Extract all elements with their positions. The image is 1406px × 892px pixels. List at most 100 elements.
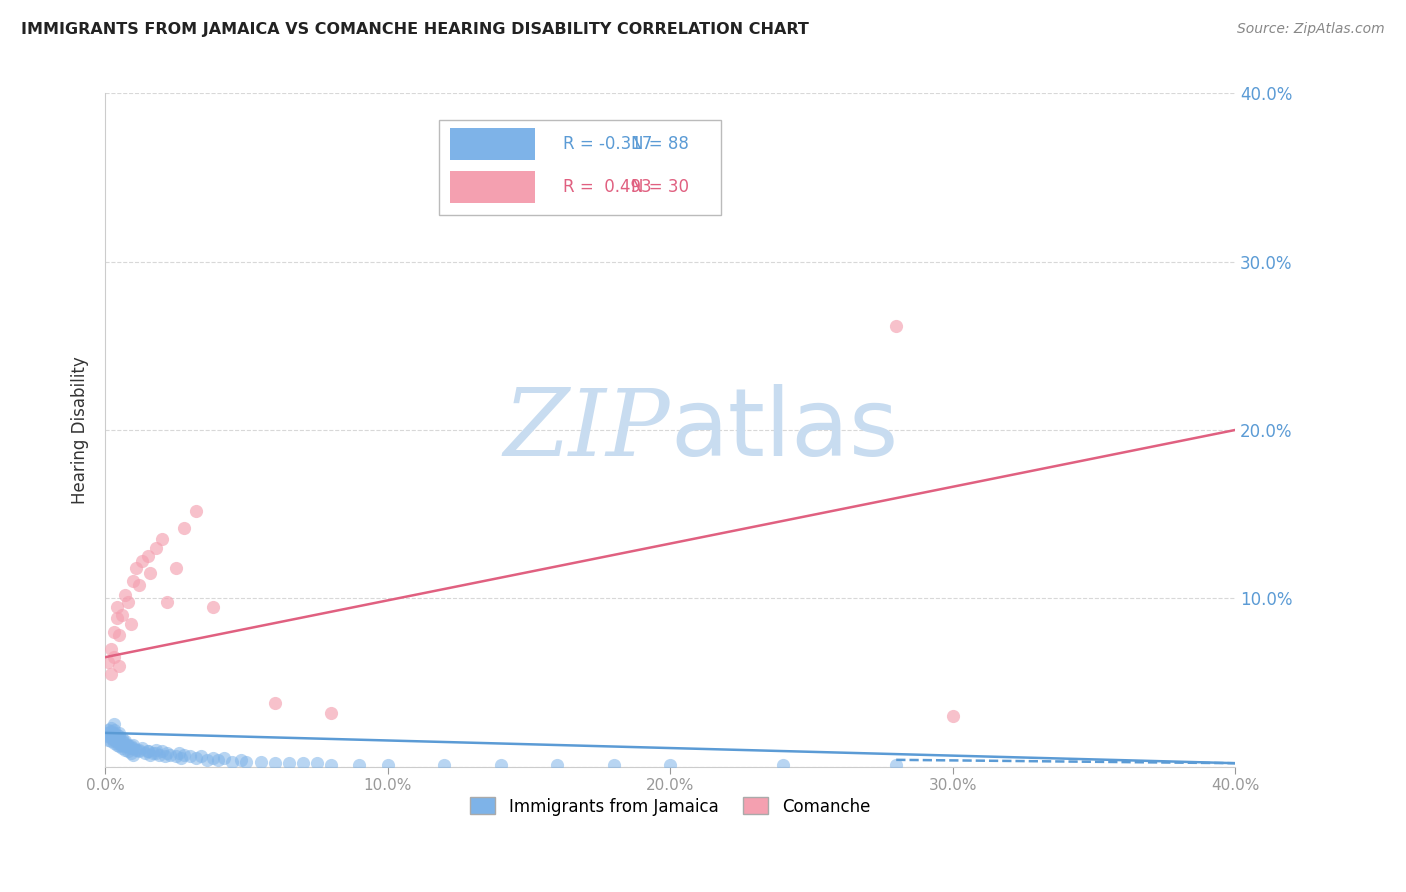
- Point: [136, 549, 159, 564]
- Point: [131, 554, 153, 568]
- Point: [103, 726, 125, 740]
- Point: [108, 739, 131, 754]
- Point: [103, 736, 125, 750]
- Point: [167, 746, 190, 760]
- Point: [602, 757, 624, 772]
- Point: [125, 561, 148, 575]
- Point: [111, 731, 134, 745]
- Point: [136, 744, 159, 758]
- Point: [100, 731, 122, 745]
- Point: [136, 744, 159, 758]
- Point: [100, 667, 122, 681]
- Point: [105, 731, 128, 745]
- Point: [111, 741, 134, 756]
- Point: [120, 746, 142, 760]
- Point: [103, 729, 125, 743]
- Point: [114, 734, 136, 748]
- Point: [100, 734, 122, 748]
- Point: [122, 738, 145, 752]
- Point: [103, 624, 125, 639]
- Point: [150, 744, 173, 758]
- Point: [173, 747, 195, 762]
- Point: [105, 611, 128, 625]
- Point: [122, 741, 145, 756]
- Point: [184, 504, 207, 518]
- Point: [156, 746, 179, 760]
- Point: [263, 756, 285, 771]
- Point: [97, 726, 120, 740]
- Point: [546, 757, 568, 772]
- Point: [150, 533, 173, 547]
- Point: [108, 628, 131, 642]
- Point: [249, 755, 271, 769]
- Point: [145, 743, 167, 757]
- Point: [105, 732, 128, 747]
- Point: [131, 741, 153, 756]
- Point: [111, 738, 134, 752]
- Point: [145, 746, 167, 760]
- Text: Source: ZipAtlas.com: Source: ZipAtlas.com: [1237, 22, 1385, 37]
- Point: [884, 318, 907, 333]
- Text: atlas: atlas: [671, 384, 898, 476]
- Point: [128, 744, 150, 758]
- Point: [128, 578, 150, 592]
- Point: [100, 728, 122, 742]
- Point: [145, 541, 167, 555]
- Point: [263, 696, 285, 710]
- Point: [148, 747, 170, 762]
- Point: [100, 721, 122, 735]
- Point: [103, 650, 125, 665]
- Point: [103, 732, 125, 747]
- Point: [321, 757, 343, 772]
- Point: [120, 616, 142, 631]
- Point: [97, 655, 120, 669]
- Point: [221, 755, 243, 769]
- Point: [195, 753, 218, 767]
- Point: [156, 594, 179, 608]
- Point: [170, 751, 193, 765]
- Point: [229, 753, 252, 767]
- Point: [122, 747, 145, 762]
- Y-axis label: Hearing Disability: Hearing Disability: [72, 356, 89, 504]
- Point: [114, 588, 136, 602]
- Point: [489, 757, 512, 772]
- Point: [114, 736, 136, 750]
- Point: [772, 757, 794, 772]
- Point: [111, 738, 134, 752]
- Point: [114, 739, 136, 754]
- Point: [108, 732, 131, 747]
- Point: [120, 741, 142, 756]
- Point: [114, 743, 136, 757]
- Point: [207, 753, 229, 767]
- Point: [159, 747, 181, 762]
- Point: [105, 738, 128, 752]
- Point: [349, 757, 371, 772]
- Point: [105, 728, 128, 742]
- Point: [100, 724, 122, 739]
- Point: [190, 749, 212, 764]
- Point: [201, 751, 224, 765]
- Point: [108, 658, 131, 673]
- Point: [321, 706, 343, 720]
- Point: [100, 641, 122, 656]
- Point: [139, 566, 162, 580]
- Point: [307, 756, 329, 771]
- Point: [120, 739, 142, 754]
- Point: [291, 756, 314, 771]
- Point: [105, 599, 128, 614]
- Point: [235, 755, 257, 769]
- Point: [165, 749, 187, 764]
- Point: [108, 729, 131, 743]
- Legend: Immigrants from Jamaica, Comanche: Immigrants from Jamaica, Comanche: [464, 790, 877, 822]
- Point: [122, 574, 145, 589]
- Point: [659, 757, 682, 772]
- Point: [117, 739, 139, 754]
- Point: [212, 751, 235, 765]
- Point: [142, 746, 165, 760]
- Point: [184, 751, 207, 765]
- Point: [173, 520, 195, 534]
- Point: [117, 738, 139, 752]
- Point: [108, 736, 131, 750]
- Point: [153, 749, 176, 764]
- Point: [103, 723, 125, 737]
